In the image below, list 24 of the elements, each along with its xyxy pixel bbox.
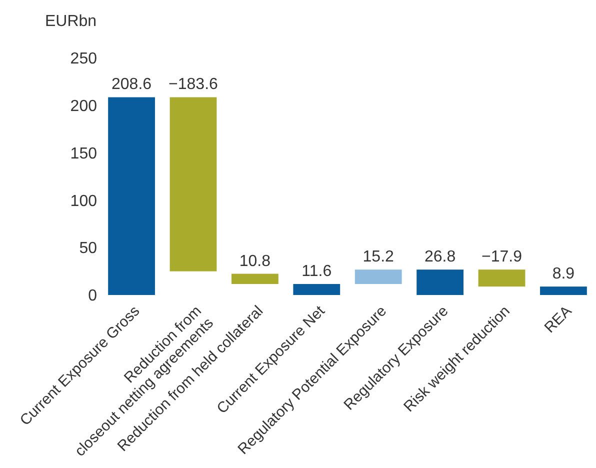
y-tick-label: 150 (70, 145, 98, 162)
bar (170, 97, 217, 272)
y-tick-label: 50 (79, 240, 98, 258)
bar (293, 284, 340, 295)
data-label: −183.6 (168, 76, 218, 94)
bar (416, 270, 464, 295)
y-tick-label: 200 (70, 98, 98, 115)
y-tick-label: 250 (70, 50, 98, 68)
y-axis-title: EURbn (45, 13, 97, 30)
data-label: −17.9 (482, 248, 522, 266)
bar (231, 274, 278, 284)
data-label: 11.6 (302, 263, 332, 280)
y-tick-label: 0 (88, 288, 98, 305)
y-tick-label: 100 (70, 192, 98, 210)
bar (354, 270, 402, 284)
data-label: 15.2 (362, 248, 394, 266)
bar (540, 286, 587, 295)
data-label: 26.8 (424, 248, 456, 266)
data-label: 10.8 (239, 252, 271, 270)
x-tick-label: REA (541, 302, 576, 336)
bar (108, 97, 155, 295)
data-label: 208.6 (112, 76, 152, 94)
data-label: 8.9 (552, 266, 575, 283)
bar (478, 270, 526, 287)
